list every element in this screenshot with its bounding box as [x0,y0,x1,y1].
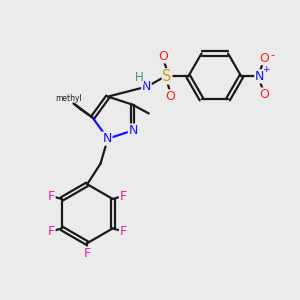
Text: N: N [255,70,264,83]
Text: F: F [48,225,55,238]
Text: O: O [166,90,176,103]
Text: O: O [259,52,269,64]
Text: -: - [271,49,275,62]
Text: O: O [159,50,169,63]
Text: N: N [142,80,151,93]
Text: N: N [128,124,138,137]
Text: F: F [84,247,91,260]
Text: H: H [135,71,143,84]
Text: F: F [119,225,127,238]
Text: F: F [119,190,127,202]
Text: F: F [48,190,55,202]
Text: N: N [103,132,112,145]
Text: O: O [259,88,269,101]
Text: +: + [262,65,269,74]
Text: S: S [162,69,172,84]
Text: methyl: methyl [56,94,82,103]
